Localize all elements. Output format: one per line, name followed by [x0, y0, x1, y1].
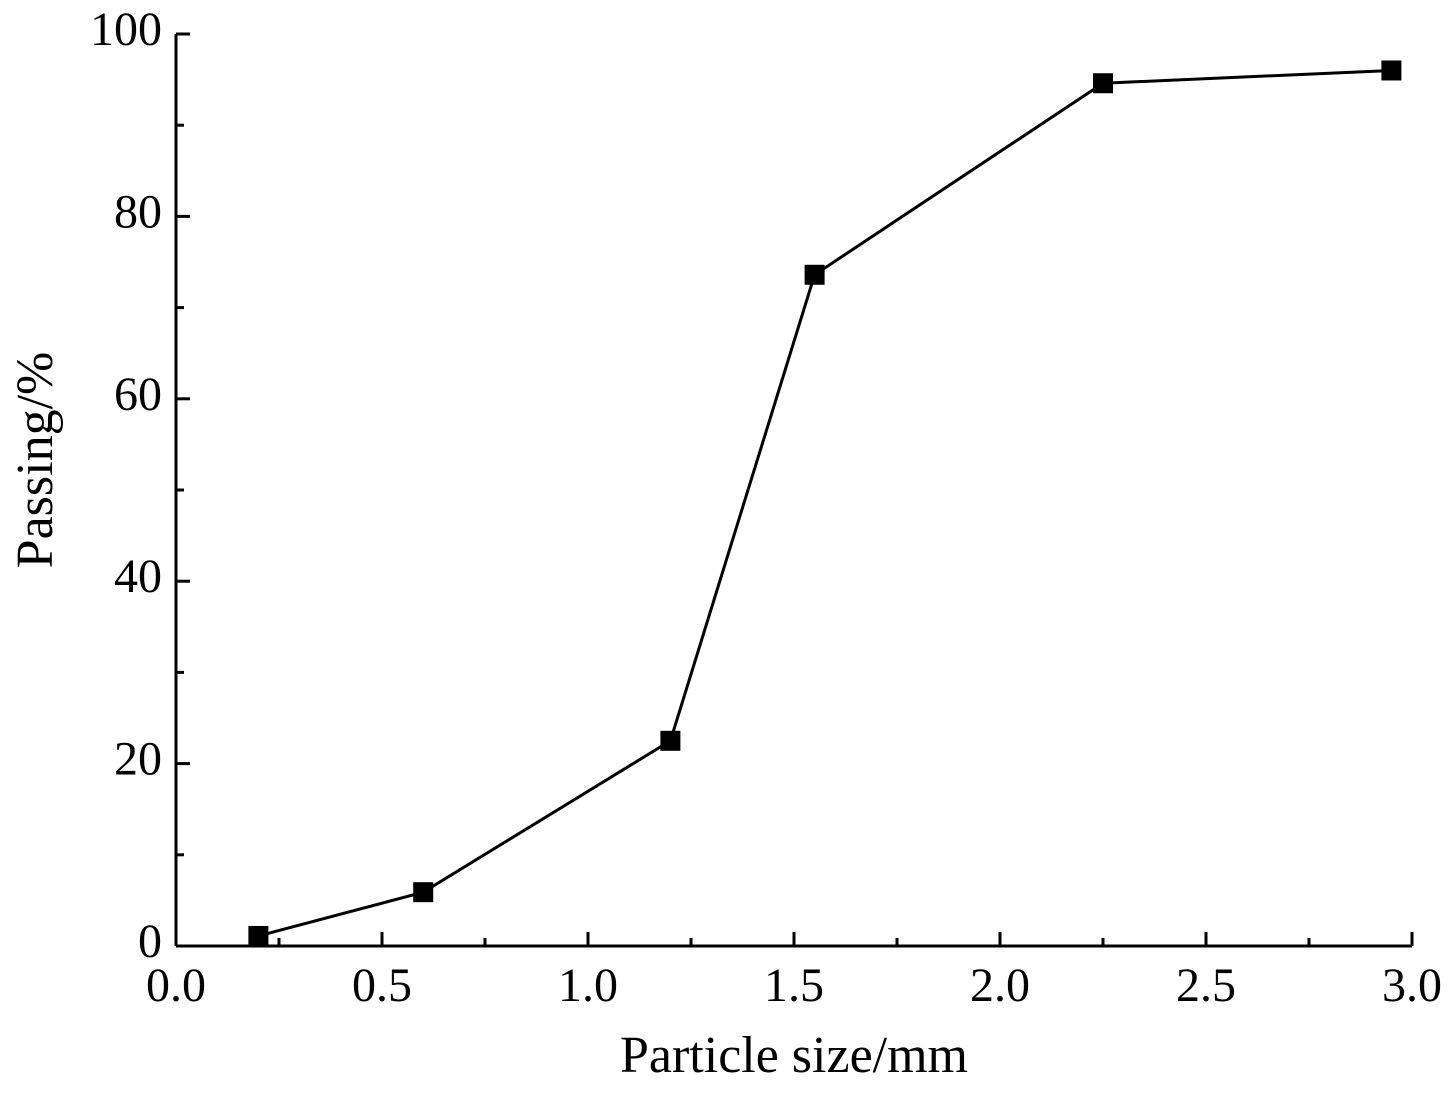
x-tick-label: 1.5	[764, 959, 824, 1012]
y-tick-label: 100	[90, 3, 162, 56]
marker	[1093, 73, 1113, 94]
marker	[413, 882, 434, 903]
line	[258, 68, 1392, 938]
y-tick-label: 0	[138, 915, 162, 968]
y-tick-label: 40	[114, 550, 162, 603]
marker	[804, 264, 825, 285]
x-axis-label: Particle size/mm	[620, 1027, 968, 1084]
marker	[1381, 60, 1402, 81]
x-tick-label: 3.0	[1382, 959, 1442, 1012]
y-tick-label: 60	[114, 368, 162, 421]
y-tick-label: 20	[114, 733, 162, 786]
x-tick-label: 2.0	[970, 959, 1030, 1012]
y-axis-label: Passing/%	[7, 352, 64, 569]
x-tick-label: 2.5	[1176, 959, 1236, 1012]
x-tick-label: 0.0	[146, 959, 206, 1012]
y-tick-label: 80	[114, 185, 162, 238]
x-tick-label: 0.5	[352, 959, 412, 1012]
marker	[248, 925, 269, 946]
marker	[660, 730, 681, 751]
x-tick-label: 1.0	[558, 959, 618, 1012]
